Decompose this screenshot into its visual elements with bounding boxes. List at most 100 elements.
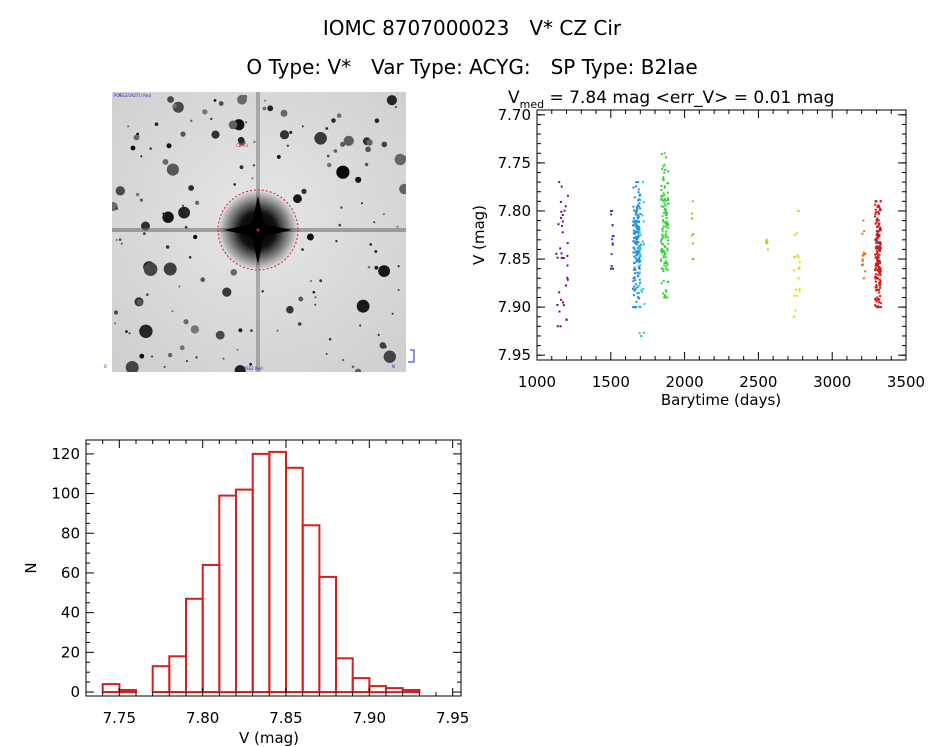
lc-point xyxy=(877,268,880,271)
lc-point xyxy=(634,241,637,244)
lc-point xyxy=(877,263,880,266)
sky-star xyxy=(314,303,317,306)
lc-point xyxy=(633,223,636,226)
sky-star xyxy=(118,238,122,241)
lc-point xyxy=(877,222,880,225)
lc-point xyxy=(667,239,669,242)
lc-point xyxy=(661,249,664,252)
sky-star xyxy=(215,330,225,340)
lc-point xyxy=(876,245,879,248)
lc-point xyxy=(878,298,881,301)
lc-point xyxy=(638,202,641,205)
lc-point xyxy=(874,222,877,225)
lc-point xyxy=(632,287,634,290)
lc-xtick-label: 1500 xyxy=(592,373,630,391)
sky-star xyxy=(183,319,189,325)
lc-point xyxy=(797,277,800,280)
lc-point xyxy=(878,271,881,274)
sky-star xyxy=(115,186,126,196)
lc-point xyxy=(878,266,881,269)
lc-point xyxy=(875,237,878,240)
sky-star xyxy=(185,360,188,363)
lc-point xyxy=(876,277,879,280)
lc-point xyxy=(611,224,614,227)
sky-star xyxy=(306,233,314,241)
lc-point xyxy=(610,213,613,216)
lc-point xyxy=(611,242,614,245)
sky-star xyxy=(130,145,136,151)
lc-point xyxy=(664,222,667,225)
lc-ytick-label: 7.85 xyxy=(498,250,531,268)
lc-point xyxy=(639,306,642,309)
sky-star xyxy=(234,365,246,372)
lc-point xyxy=(662,178,665,181)
lc-point xyxy=(662,243,665,246)
lc-point xyxy=(633,255,636,258)
lc-ytick-label: 7.90 xyxy=(498,298,531,316)
lc-point xyxy=(558,181,561,184)
lc-point xyxy=(632,251,635,254)
star-name: V* CZ Cir xyxy=(529,16,622,40)
lc-point xyxy=(876,255,879,257)
lc-point xyxy=(637,191,640,194)
lc-point xyxy=(632,306,635,309)
sky-star xyxy=(136,192,140,197)
lc-point xyxy=(664,168,667,171)
lc-point xyxy=(877,273,880,276)
lc-point xyxy=(878,272,881,275)
sky-star xyxy=(250,329,253,332)
lc-series-epoch10 xyxy=(874,200,882,309)
hist-bar xyxy=(118,689,138,693)
target-circle xyxy=(217,189,299,271)
lc-point xyxy=(561,224,563,227)
lc-point xyxy=(876,249,879,252)
lc-point xyxy=(874,269,877,272)
lc-series-epoch1 xyxy=(555,181,569,328)
lc-point xyxy=(879,261,882,264)
lc-point xyxy=(666,191,669,194)
lc-point xyxy=(660,153,663,155)
lc-point xyxy=(565,284,567,287)
lc-point xyxy=(637,221,640,223)
lc-point xyxy=(642,288,645,291)
sky-star xyxy=(356,299,370,313)
sky-star xyxy=(351,365,355,369)
sky-star xyxy=(267,105,274,112)
lc-point xyxy=(662,270,665,272)
lc-point xyxy=(875,225,878,228)
lc-point xyxy=(660,184,663,187)
lc-point xyxy=(879,295,882,298)
sky-star xyxy=(336,113,342,118)
sky-star xyxy=(172,103,177,109)
lc-point xyxy=(797,210,800,212)
lc-point xyxy=(663,198,666,201)
lc-point xyxy=(638,332,641,335)
lc-point xyxy=(642,240,644,243)
hist-bar xyxy=(101,683,121,693)
lc-point xyxy=(660,251,663,254)
lc-point xyxy=(793,234,796,237)
sky-star xyxy=(301,125,304,128)
sky-star xyxy=(374,265,379,270)
hist-ytick-label: 60 xyxy=(61,564,80,582)
lc-point xyxy=(878,282,881,285)
lc-point xyxy=(765,240,768,243)
sky-star xyxy=(365,146,371,153)
lc-point xyxy=(874,275,877,278)
lc-point xyxy=(793,294,796,297)
sky-star xyxy=(367,265,371,269)
lc-point xyxy=(561,214,564,216)
sky-star xyxy=(314,296,317,299)
lc-point xyxy=(862,251,865,254)
lc-point xyxy=(879,226,882,229)
lc-point xyxy=(876,298,879,301)
lc-point xyxy=(559,325,562,328)
sky-star xyxy=(249,362,253,366)
lc-point xyxy=(638,232,641,234)
lc-point xyxy=(692,233,695,235)
lc-point xyxy=(874,256,877,259)
lc-point xyxy=(662,205,665,208)
lc-point xyxy=(875,266,878,269)
lc-point xyxy=(638,256,641,259)
